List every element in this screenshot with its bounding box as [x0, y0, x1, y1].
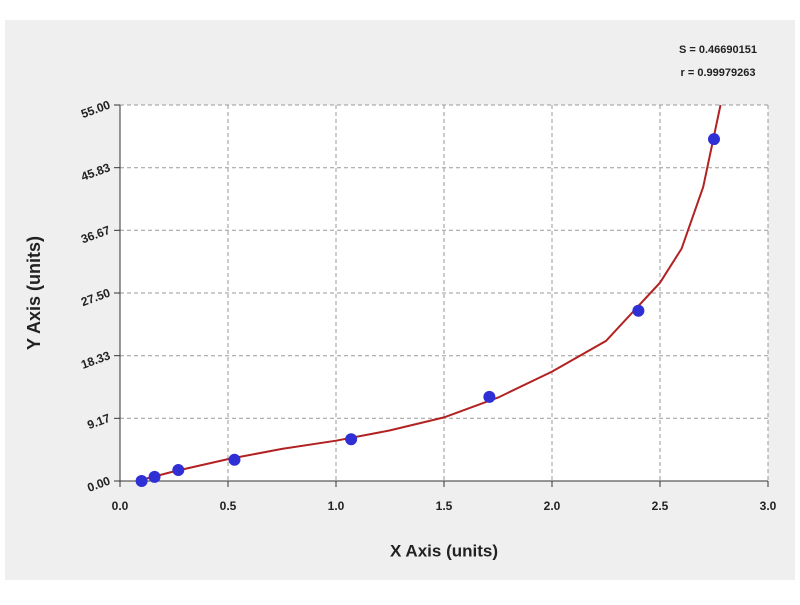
annotation: S = 0.46690151: [679, 44, 757, 56]
data-point: [148, 470, 161, 483]
data-point: [632, 304, 645, 317]
x-tick-label: 1.5: [436, 499, 453, 513]
annotation: r = 0.99979263: [681, 67, 756, 79]
x-tick-label: 2.5: [652, 499, 669, 513]
x-tick-label: 1.0: [328, 499, 345, 513]
x-tick-label: 3.0: [760, 499, 777, 513]
data-point: [708, 133, 720, 146]
data-point: [172, 464, 185, 477]
data-point: [483, 390, 496, 403]
x-tick-label: 0.0: [112, 499, 129, 513]
data-point: [345, 433, 358, 446]
x-tick-label: 0.5: [220, 499, 237, 513]
y-axis-label: Y Axis (units): [24, 236, 44, 350]
data-point: [135, 475, 148, 487]
x-tick-label: 2.0: [544, 499, 561, 513]
data-point: [228, 453, 241, 466]
x-axis-label: X Axis (units): [390, 541, 498, 560]
